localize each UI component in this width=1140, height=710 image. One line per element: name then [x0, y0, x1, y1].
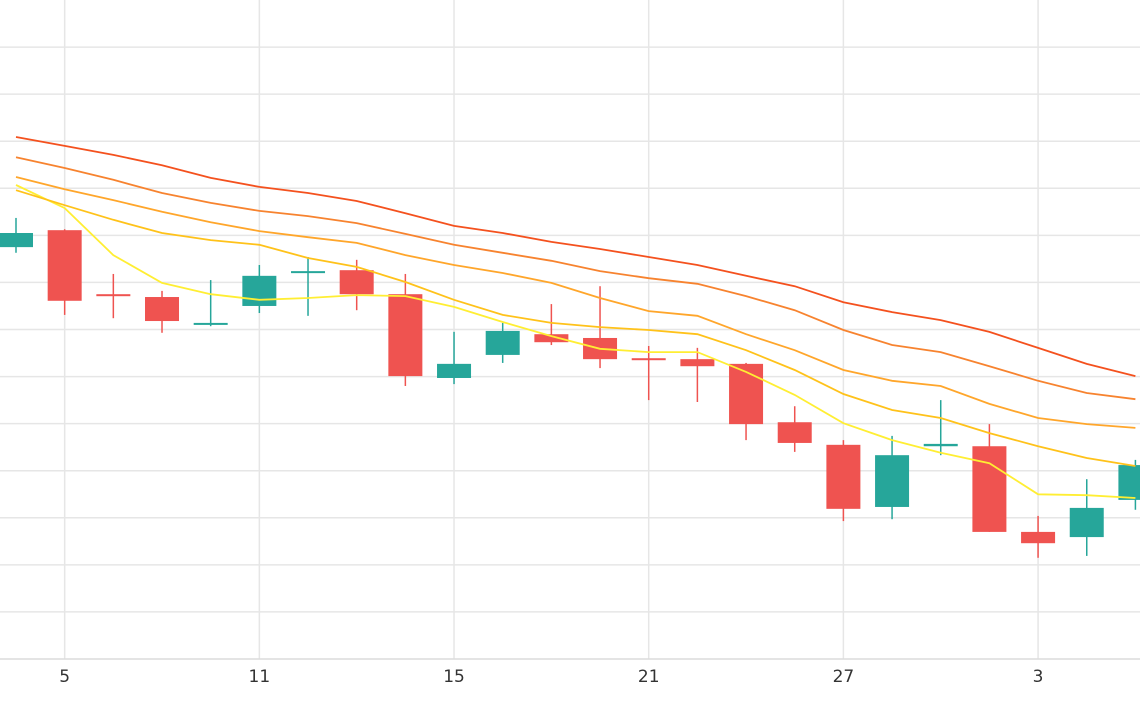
moving-average-line [15, 156, 1136, 401]
moving-average-line [15, 176, 1136, 429]
candle-body [1021, 531, 1056, 544]
candle-body [729, 363, 764, 425]
x-tick-label: 5 [59, 667, 70, 687]
candle-body [47, 230, 82, 301]
candle-body [291, 271, 326, 274]
candle-body [875, 455, 910, 507]
candle-body [437, 363, 472, 378]
moving-average-line [15, 184, 1136, 499]
x-tick-label: 27 [833, 667, 855, 687]
candle-body [972, 446, 1007, 532]
candle-body [1118, 465, 1140, 500]
candle-body [826, 444, 861, 509]
x-tick-label: 15 [443, 667, 465, 687]
candle-body [193, 322, 228, 325]
candle-body [1069, 507, 1104, 538]
candle-body [96, 294, 131, 297]
candle-body [339, 270, 374, 295]
x-tick-label: 21 [638, 667, 660, 687]
candle-body [242, 275, 277, 306]
moving-average-line [15, 189, 1136, 467]
candle-body [631, 358, 666, 361]
candle-body [777, 422, 812, 443]
candle-body [485, 330, 520, 355]
candle-body [388, 294, 423, 377]
x-tick-label: 3 [1033, 667, 1044, 687]
candle-body [534, 334, 569, 343]
moving-average-line [15, 136, 1136, 377]
x-tick-label: 11 [249, 667, 271, 687]
candle-body [0, 233, 33, 248]
candle-body [923, 443, 958, 447]
candle-body [145, 297, 180, 322]
candle-body [680, 359, 715, 367]
